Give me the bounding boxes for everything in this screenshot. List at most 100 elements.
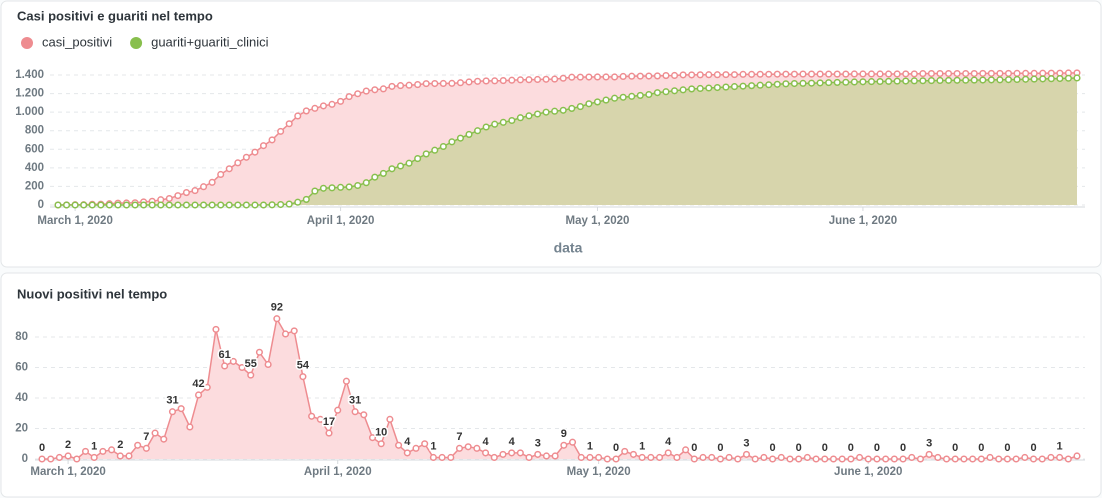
point [893,70,901,78]
point [525,76,533,84]
point [464,443,472,451]
point [916,455,924,463]
point [465,78,473,86]
point [148,201,156,209]
point [251,201,259,209]
point [977,455,985,463]
point [247,371,255,379]
point [953,76,961,84]
point [64,452,72,460]
point [368,434,377,442]
point [611,94,619,102]
data-label: 0 [1004,442,1010,454]
point [508,116,516,125]
point [679,86,687,94]
point [379,85,387,93]
data-label: 0 [978,442,984,454]
point [995,455,1003,463]
point [200,183,208,191]
point [351,408,359,416]
point [856,453,864,462]
point [38,455,46,463]
y-tick-label: 1.200 [15,88,44,100]
data-label: 0 [796,442,802,454]
point [177,405,185,413]
point [996,69,1004,77]
point [290,327,298,335]
data-label: 0 [1030,442,1036,454]
point [645,90,653,99]
point [203,383,211,391]
point [842,70,850,78]
point [812,455,820,463]
point [628,92,636,100]
point [354,181,362,190]
point [850,70,858,78]
point [696,84,704,93]
point [777,453,785,462]
data-label: 4 [665,436,672,448]
point [969,455,977,463]
point [508,76,516,84]
point [294,112,302,120]
point [867,70,876,78]
point [919,70,927,78]
data-label: 9 [561,428,567,440]
data-label: 2 [117,439,123,451]
point [568,104,576,112]
point [268,201,276,209]
point [88,201,96,209]
point [890,455,898,463]
point [516,76,524,84]
point [1056,453,1064,462]
point [586,453,594,462]
point [908,453,916,462]
point [277,127,285,135]
point [285,120,293,128]
point [439,79,447,87]
point [182,201,190,209]
point [748,82,756,90]
point [936,76,944,85]
point [945,76,953,84]
point [491,120,499,128]
point [1047,453,1055,462]
point [612,455,620,463]
point [713,71,721,79]
point [499,450,507,458]
data-label: 7 [456,431,462,443]
point [760,453,768,462]
point [927,77,935,85]
point [782,70,790,78]
point [807,79,816,87]
point [816,79,824,87]
data-label: 2 [65,439,71,451]
y-tick-label: 60 [15,362,28,374]
point [421,440,429,448]
point [395,441,403,449]
point [208,201,216,209]
point [611,73,619,81]
point [838,455,846,463]
data-label: 3 [743,437,749,449]
point [465,130,473,138]
point [302,107,310,115]
data-label: 54 [297,360,310,372]
point [97,201,105,209]
point [833,70,841,78]
point [345,183,353,191]
point [979,76,987,84]
point [508,449,516,457]
point [953,69,961,78]
point [362,179,370,187]
point [902,77,910,85]
point [876,70,884,78]
point [882,455,890,463]
point [739,82,747,90]
point [533,75,542,84]
point [200,201,208,209]
x-tick-label: April 1, 2020 [307,215,375,227]
point [542,108,550,116]
point [842,78,850,86]
